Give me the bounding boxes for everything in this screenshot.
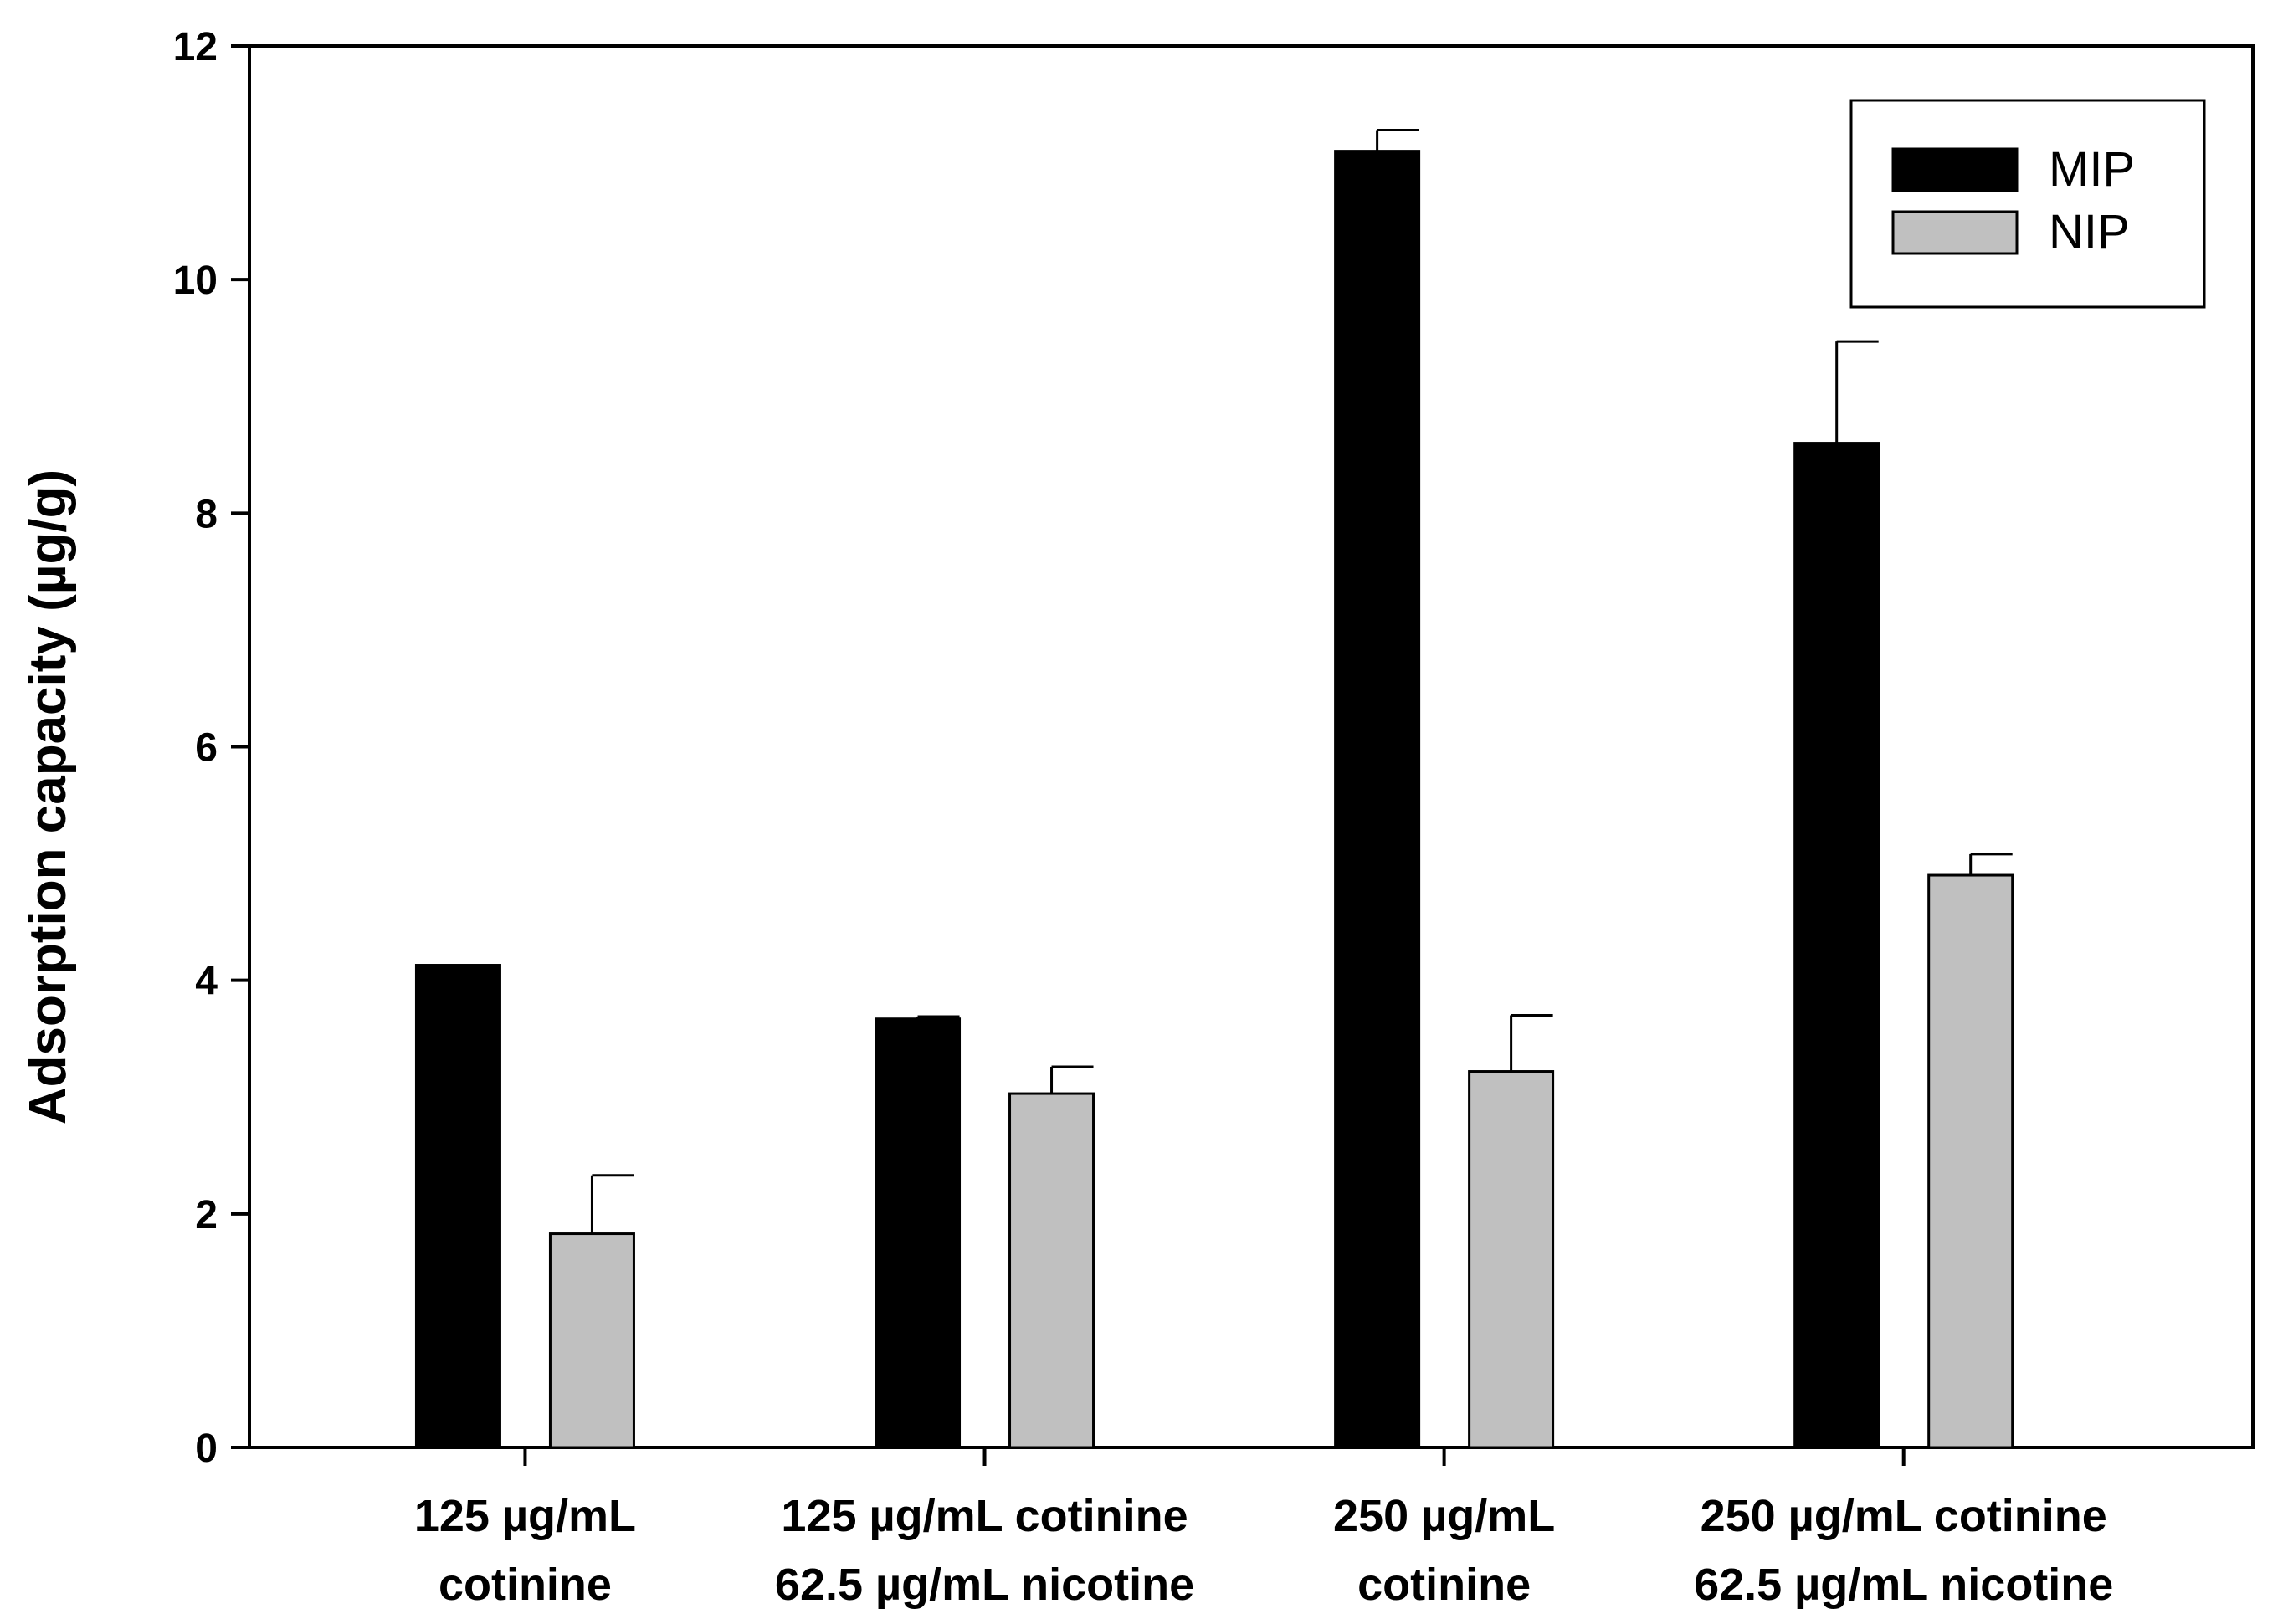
- y-tick-label: 6: [195, 726, 218, 771]
- y-tick-label: 0: [195, 1427, 218, 1471]
- bar-nip: [548, 1232, 635, 1449]
- legend-box: [1849, 99, 2206, 309]
- x-category-label: cotinine: [439, 1560, 612, 1610]
- bar-mip: [875, 1017, 962, 1449]
- legend-swatch-mip: [1891, 147, 2019, 192]
- x-category-label: 62.5 µg/mL nicotine: [775, 1560, 1194, 1610]
- y-tick-label: 12: [173, 25, 218, 69]
- y-ticks: 0 2 4 6 8 10 12: [173, 25, 249, 1471]
- x-category-label: cotinine: [1357, 1560, 1531, 1610]
- legend-label-mip: MIP: [2049, 142, 2135, 197]
- legend: MIP NIP: [1849, 99, 2206, 309]
- x-category-label: 62.5 µg/mL nicotine: [1694, 1560, 2113, 1610]
- bars: [414, 150, 2014, 1449]
- y-tick-label: 2: [195, 1193, 218, 1237]
- bar-mip: [1334, 150, 1421, 1449]
- legend-label-nip: NIP: [2049, 205, 2130, 259]
- bar-mip: [1793, 442, 1880, 1449]
- bar-mip: [414, 964, 501, 1449]
- x-category-labels: 125 µg/mL cotinine 125 µg/mL cotinine 62.5 …: [414, 1447, 2113, 1610]
- y-axis-label: Adsorption capacity (µg/g): [19, 469, 77, 1125]
- x-category-label: 125 µg/mL: [414, 1491, 636, 1541]
- y-tick-label: 8: [195, 492, 218, 536]
- x-category-label: 250 µg/mL: [1333, 1491, 1555, 1541]
- bar-nip: [1927, 873, 2014, 1449]
- legend-swatch-nip: [1891, 210, 2019, 255]
- y-tick-label: 4: [195, 960, 218, 1004]
- x-category-label: 250 µg/mL cotinine: [1701, 1491, 2107, 1541]
- x-category-label: 125 µg/mL cotinine: [781, 1491, 1188, 1541]
- bar-nip: [1008, 1092, 1095, 1449]
- bar-nip: [1468, 1070, 1555, 1449]
- error-bars: [590, 129, 2013, 1234]
- y-tick-label: 10: [173, 259, 218, 303]
